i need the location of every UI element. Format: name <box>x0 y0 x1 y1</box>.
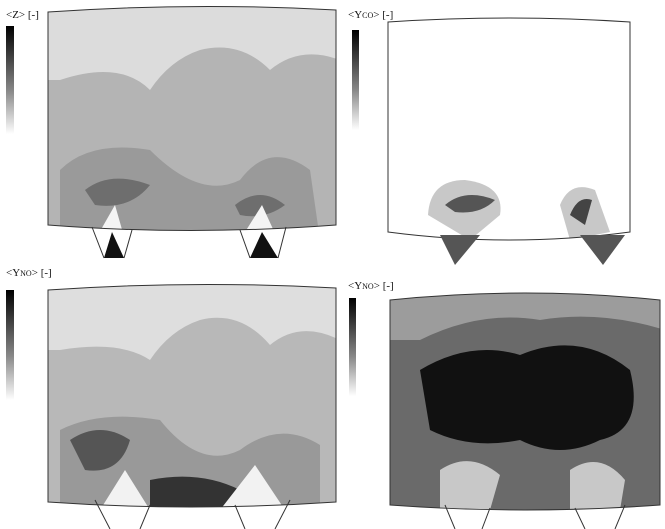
label-unit: [-] <box>382 9 393 21</box>
label-subscript: NO <box>362 282 374 291</box>
panel-label: <YNO> [-] <box>348 280 394 292</box>
colorbar <box>6 26 14 134</box>
label-subscript: NO <box>20 269 32 278</box>
label-unit: [-] <box>41 267 52 279</box>
label-symbol: > <box>374 280 380 292</box>
label-symbol: > <box>32 267 38 279</box>
label-symbol: <Y <box>348 9 362 21</box>
figure: <Z> [-] <YCO> [-] <YNO> [-] <YNO> [-] <box>0 0 665 529</box>
label-symbol: <Z> <box>6 9 25 21</box>
colorbar <box>349 298 356 396</box>
contour-plot <box>385 285 665 515</box>
label-symbol: <Y <box>6 267 20 279</box>
label-unit: [-] <box>28 9 39 21</box>
contour-plot <box>40 0 340 240</box>
page: html,body{margin:0;padding:0;background:… <box>0 0 665 529</box>
panel-label: <YNO> [-] <box>6 267 52 279</box>
label-symbol: <Y <box>348 280 362 292</box>
page-body: {"panels":[ {"prefix":"<Z>","subscript":… <box>0 0 665 529</box>
colorbar <box>6 290 14 400</box>
panel-label: <Z> [-] <box>6 9 39 21</box>
panel-label: <YCO> [-] <box>348 9 393 21</box>
label-symbol: > <box>373 9 379 21</box>
label-subscript: CO <box>362 11 373 20</box>
contour-plot <box>40 280 340 510</box>
contour-plot <box>380 10 640 250</box>
label-unit: [-] <box>383 280 394 292</box>
colorbar <box>352 30 359 130</box>
